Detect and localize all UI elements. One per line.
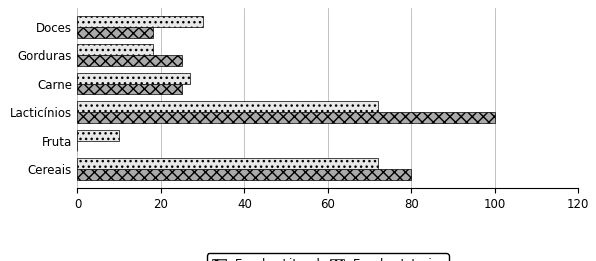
Legend: Escolas Litoral, Escolas Interior: Escolas Litoral, Escolas Interior xyxy=(207,253,449,261)
Bar xyxy=(77,27,153,38)
Bar xyxy=(77,73,190,84)
Bar xyxy=(77,112,495,123)
Bar xyxy=(77,55,182,66)
Bar xyxy=(77,101,378,112)
Bar xyxy=(77,44,153,55)
Bar xyxy=(77,16,203,27)
Bar xyxy=(77,158,378,169)
Bar xyxy=(77,169,411,180)
Bar xyxy=(77,84,182,94)
Bar xyxy=(77,130,119,140)
